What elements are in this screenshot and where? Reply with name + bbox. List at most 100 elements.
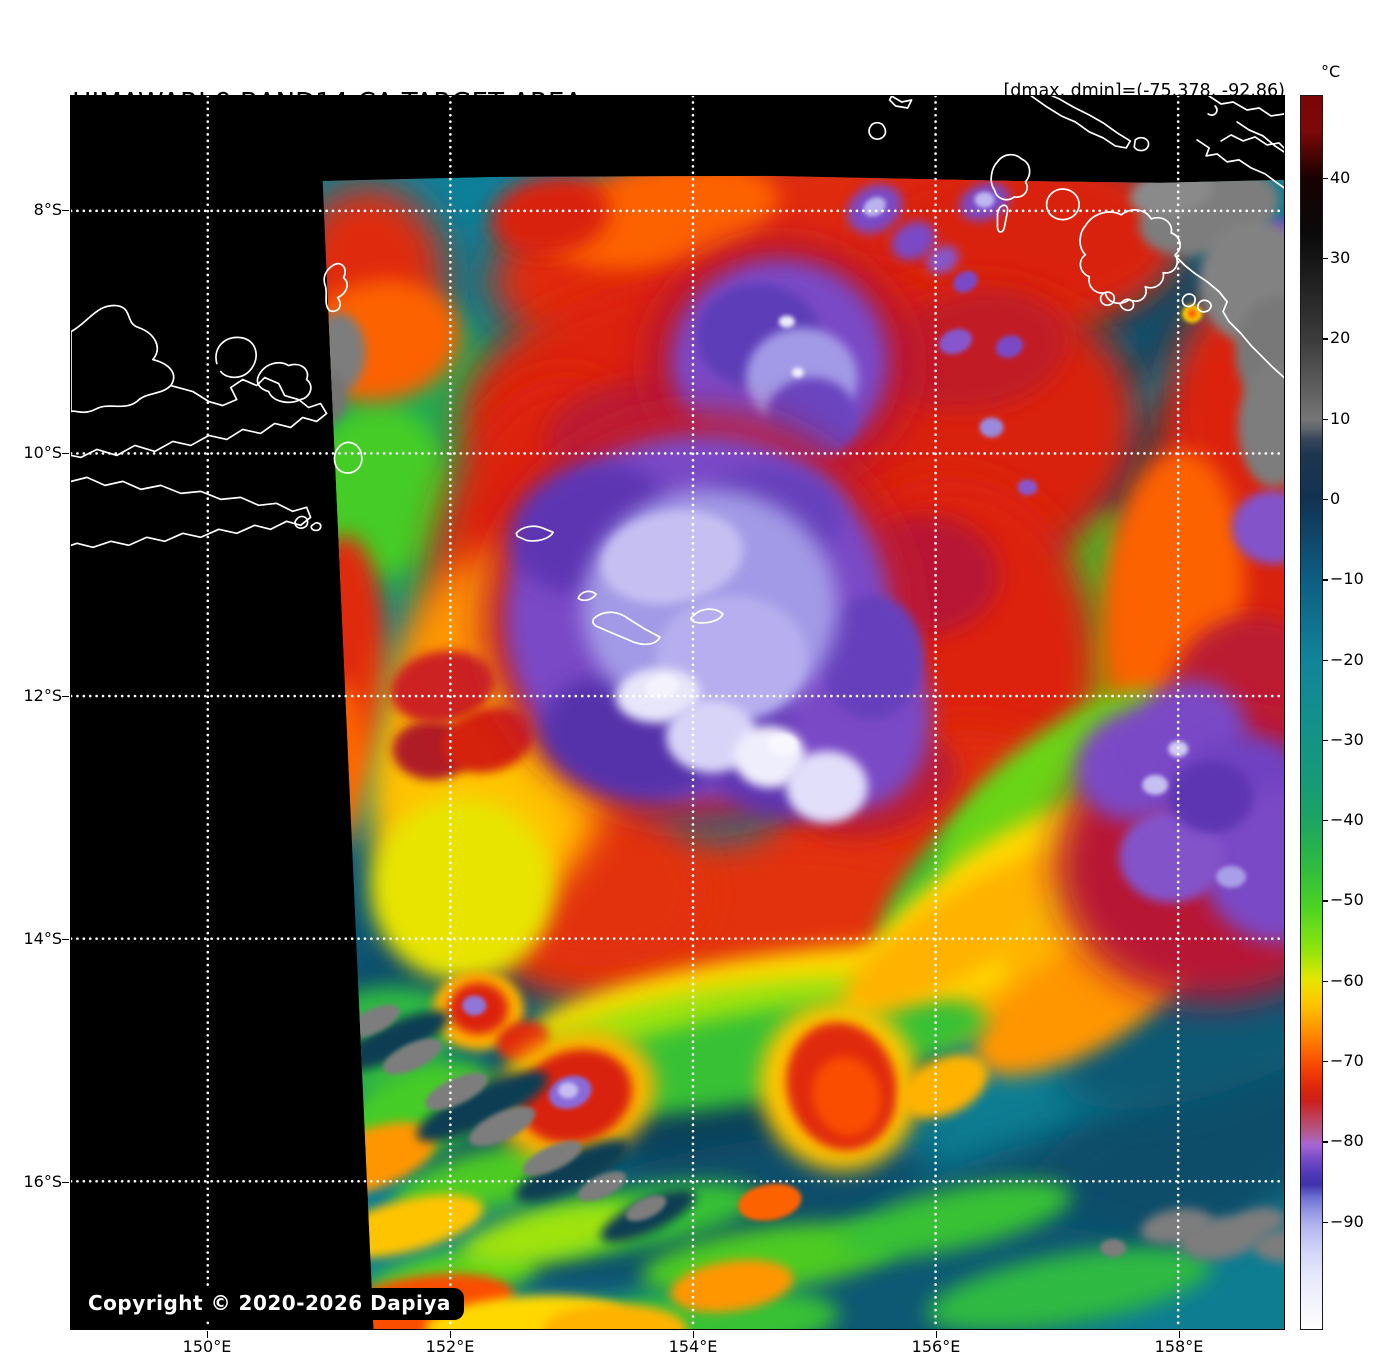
colorbar-tick-label: 20	[1330, 328, 1351, 348]
cloud-blob	[891, 221, 936, 261]
coastline-duke-of-york	[323, 262, 348, 313]
coastline-png-south-coast	[71, 476, 312, 549]
cloud-blob	[443, 707, 534, 773]
coastline-png-north-coast	[71, 376, 328, 459]
x-tick-label: 154°E	[668, 1337, 718, 1356]
coastline-fergusson-island	[591, 611, 661, 646]
cloud-blob	[490, 175, 610, 257]
coastline-thin-island-west	[515, 525, 555, 542]
cloud-blob	[462, 995, 487, 1016]
coastline-far-right-coast-2	[1236, 121, 1284, 153]
cloud-blob	[901, 1054, 988, 1119]
cloud-blob	[558, 1082, 579, 1099]
cloud-blob	[1169, 760, 1254, 833]
cloud-blob	[837, 1180, 1072, 1258]
colorbar-unit-label: °C	[1321, 62, 1341, 81]
colorbar-tick-label: −20	[1330, 649, 1364, 669]
colorbar-tick-mark	[1323, 820, 1328, 822]
x-tick-label: 158°E	[1154, 1337, 1204, 1356]
colorbar-tick-label: 40	[1330, 167, 1351, 187]
y-tick-mark	[62, 453, 69, 455]
colorbar-tick-mark	[1323, 1141, 1328, 1143]
coastline-gazelle-ring	[215, 336, 257, 379]
colorbar-tick-label: −60	[1330, 970, 1364, 990]
plot-area: Copyright © 2020-2026 Dapiya	[70, 95, 1285, 1330]
colorbar-tick-label: 30	[1330, 248, 1351, 267]
x-tick-label: 150°E	[182, 1337, 232, 1356]
cloud-blob	[543, 1304, 687, 1329]
cloud-blob	[541, 175, 779, 270]
coastline-ni-tip-island	[1133, 136, 1150, 152]
colorbar-tick-mark	[1323, 1221, 1328, 1223]
cloud-blob	[791, 367, 804, 378]
graticule	[71, 96, 1284, 1329]
x-tick-mark	[207, 1331, 209, 1338]
coastline-bougainville-coast	[1174, 254, 1284, 379]
coastline-small-hook-island	[577, 590, 597, 602]
y-tick-mark	[62, 210, 69, 212]
cloud-blob	[738, 1183, 802, 1221]
coastline-west-circle-island	[868, 121, 887, 140]
cloud-blob	[382, 1038, 442, 1075]
cloud-blob	[939, 328, 973, 355]
colorbar-tick-label: −10	[1330, 569, 1364, 589]
colorbar-tick-label: 10	[1330, 408, 1351, 428]
cloud-blob	[390, 650, 494, 724]
colorbar-tick-label: −40	[1330, 810, 1364, 830]
y-tick-label: 12°S	[23, 686, 62, 705]
y-tick-mark	[62, 696, 69, 698]
cloud-blob	[1202, 789, 1284, 944]
cloud-blob	[425, 1072, 488, 1110]
colorbar-tick-label: −80	[1330, 1131, 1364, 1151]
coastline-new-ireland	[1030, 96, 1132, 149]
cloud-blob	[880, 289, 1069, 412]
x-tick-mark	[450, 1331, 452, 1338]
colorbar-tick-mark	[1323, 498, 1328, 501]
coastline-buka-ne-coast-1	[1196, 139, 1284, 189]
colorbar	[1300, 95, 1323, 1330]
cloud-blob	[462, 1202, 639, 1266]
cloud-blob	[670, 1259, 794, 1313]
x-tick-label: 156°E	[911, 1337, 961, 1356]
coastline-nissan-island	[996, 204, 1009, 233]
cloud-blob	[578, 1171, 627, 1202]
colorbar-tick-label: −50	[1330, 890, 1364, 910]
coastline-atoll-ring	[1045, 188, 1080, 221]
cloud-blob	[953, 270, 978, 293]
cloud-blob	[926, 245, 959, 274]
y-tick-label: 16°S	[23, 1172, 62, 1191]
colorbar-tick-mark	[1323, 579, 1328, 581]
cloud-blob	[859, 175, 1180, 321]
cloud-blob	[778, 315, 795, 328]
cloud-blob	[1216, 865, 1247, 888]
x-tick-label: 152°E	[425, 1337, 475, 1356]
x-tick-mark	[936, 1331, 938, 1338]
satellite-svg	[71, 96, 1284, 1329]
cloud-blob	[625, 1195, 667, 1222]
cloud-blob	[370, 797, 555, 982]
x-tick-mark	[693, 1331, 695, 1338]
y-tick-label: 14°S	[23, 929, 62, 948]
cloud-blob	[515, 1140, 629, 1203]
cloud-blob	[645, 675, 679, 699]
cloud-blob	[522, 1140, 582, 1176]
cloud-field	[322, 175, 1284, 1329]
cloud-blob	[1232, 490, 1284, 565]
cloud-blob	[469, 1106, 536, 1147]
cloud-blob	[335, 1010, 450, 1073]
y-tick-label: 8°S	[33, 200, 62, 219]
cloud-blob	[767, 733, 798, 756]
colorbar-tick-label: −70	[1330, 1050, 1364, 1070]
coastline-small-island-pair-1	[1099, 291, 1135, 312]
colorbar-tick-mark	[1323, 900, 1328, 902]
colorbar-tick-mark	[1323, 739, 1328, 742]
y-tick-mark	[62, 939, 69, 941]
cloud-blob	[322, 405, 449, 576]
coastline-buka-ne-coast-2	[1220, 134, 1284, 149]
colorbar-tick-label: −90	[1330, 1211, 1364, 1231]
colorbar-tick-label: 0	[1330, 488, 1341, 508]
cloud-blob	[926, 1246, 1213, 1329]
cloud-blob	[1013, 1048, 1284, 1271]
cloud-blob	[1253, 1230, 1284, 1263]
